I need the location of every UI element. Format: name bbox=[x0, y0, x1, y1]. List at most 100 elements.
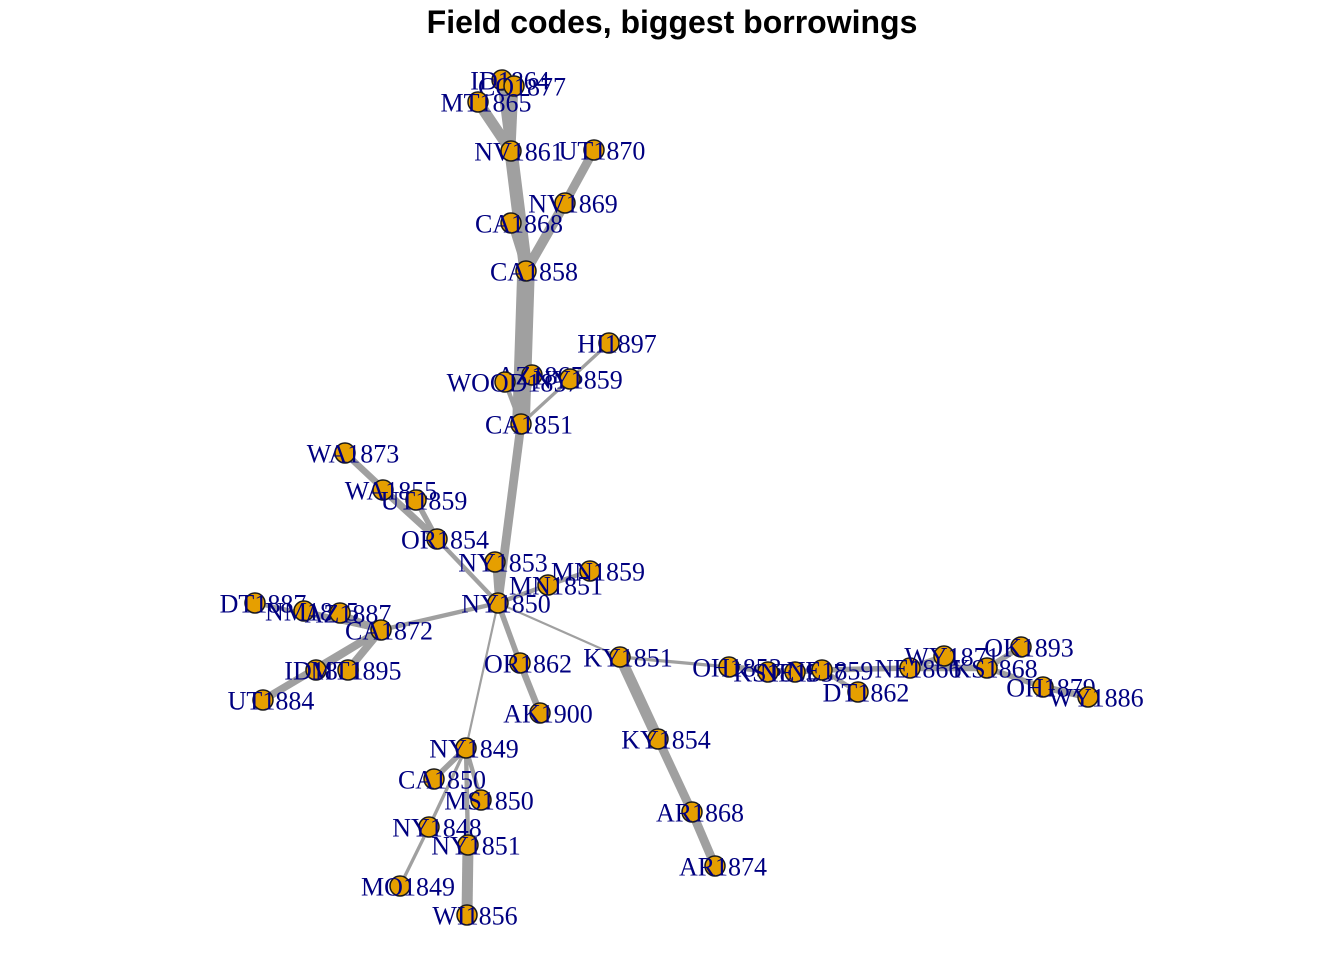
node-HI1897: HI1897 bbox=[577, 330, 656, 359]
node-circle bbox=[757, 661, 779, 683]
edge-KY1851-NY1850 bbox=[497, 601, 621, 659]
node-circle bbox=[1010, 636, 1032, 658]
node-circle bbox=[329, 602, 351, 624]
node-label: HI1897 bbox=[577, 330, 656, 359]
node-circle bbox=[494, 371, 516, 393]
node-NY1859: NY1859 bbox=[533, 366, 623, 395]
node-NY1850: NY1850 bbox=[461, 590, 551, 619]
edge-NY1848-NY1849 bbox=[427, 747, 468, 828]
node-circle bbox=[647, 728, 669, 750]
node-label: CA1858 bbox=[490, 258, 578, 287]
node-CA1868: CA1868 bbox=[475, 210, 563, 239]
node-label: NY1851 bbox=[431, 832, 521, 861]
node-AR1868: AR1868 bbox=[656, 799, 744, 828]
node-circle bbox=[976, 657, 998, 679]
node-label: MN1859 bbox=[551, 558, 645, 587]
node-label: UT1870 bbox=[559, 137, 646, 166]
edge-MO1849-NY1848 bbox=[398, 826, 431, 887]
node-circle bbox=[372, 479, 394, 501]
node-label: OK1893 bbox=[984, 634, 1074, 663]
node-label: MO1849 bbox=[361, 873, 455, 902]
node-circle bbox=[609, 646, 631, 668]
node-circle bbox=[503, 75, 525, 97]
edge-CA1851-NY1850 bbox=[493, 423, 526, 604]
node-KY1854: KY1854 bbox=[621, 726, 711, 755]
node-label: KS1868 bbox=[952, 655, 1037, 684]
node-WOOD1857: WOOD1857 bbox=[447, 369, 580, 398]
edge-NV1861-CA1858 bbox=[504, 150, 533, 272]
node-CA1851: CA1851 bbox=[485, 411, 573, 440]
node-MN1859: MN1859 bbox=[551, 558, 645, 587]
node-label: MN1851 bbox=[509, 572, 603, 601]
edge-WI1856-NY1851 bbox=[461, 844, 474, 916]
node-circle bbox=[899, 657, 921, 679]
node-label: WI1856 bbox=[432, 902, 517, 931]
node-label: DT1862 bbox=[823, 679, 910, 708]
node-CA1850: CA1850 bbox=[398, 766, 486, 795]
node-WI1856: WI1856 bbox=[432, 902, 517, 931]
node-UT1870: UT1870 bbox=[559, 137, 646, 166]
node-circle bbox=[521, 364, 543, 386]
node-label: NY1853 bbox=[458, 549, 548, 578]
node-circle bbox=[305, 659, 327, 681]
edge-AR1868-KY1854 bbox=[654, 737, 696, 814]
node-label: UT1884 bbox=[228, 687, 315, 716]
node-label: CO1877 bbox=[478, 73, 566, 102]
edge-NY1849-NY1850 bbox=[464, 602, 500, 749]
node-MT1865: MT1865 bbox=[441, 89, 532, 118]
node-circle bbox=[554, 192, 576, 214]
node-circle bbox=[579, 560, 601, 582]
node-label: NY1849 bbox=[429, 735, 519, 764]
node-label: DT1887 bbox=[220, 590, 307, 619]
node-circle bbox=[509, 652, 531, 674]
node-circle bbox=[456, 904, 478, 926]
node-NV1861: NV1861 bbox=[474, 138, 564, 167]
node-label: KY1851 bbox=[583, 644, 673, 673]
node-circle bbox=[500, 140, 522, 162]
node-NY1849: NY1849 bbox=[429, 735, 519, 764]
edge-NE1866-NE1859 bbox=[821, 665, 911, 673]
node-circle bbox=[704, 855, 726, 877]
edge-NV1869-CA1858 bbox=[521, 200, 570, 274]
node-circle bbox=[370, 619, 392, 641]
node-circle bbox=[811, 659, 833, 681]
node-label: KY1854 bbox=[621, 726, 711, 755]
node-label: NY1850 bbox=[461, 590, 551, 619]
node-WY1886: WY1886 bbox=[1048, 684, 1143, 713]
node-label: CA1872 bbox=[345, 617, 433, 646]
node-UT1884: UT1884 bbox=[228, 687, 315, 716]
node-circle bbox=[337, 659, 359, 681]
node-circle bbox=[598, 332, 620, 354]
nodes-layer: ID1864CO1877MT1865NV1861UT1870NV1869CA18… bbox=[220, 67, 1144, 931]
node-AR1874: AR1874 bbox=[679, 853, 767, 882]
node-MN1851: MN1851 bbox=[509, 572, 603, 601]
node-label: CA1850 bbox=[398, 766, 486, 795]
edge-KY1854-KY1851 bbox=[615, 654, 663, 742]
node-circle bbox=[1077, 686, 1099, 708]
node-circle bbox=[515, 260, 537, 282]
node-CA1872: CA1872 bbox=[345, 617, 433, 646]
node-circle bbox=[537, 574, 559, 596]
edge-CO1877-NV1861 bbox=[506, 85, 519, 152]
node-label: OR1854 bbox=[401, 526, 489, 555]
node-DT1887: DT1887 bbox=[220, 590, 307, 619]
edge-CA1858-CA1851 bbox=[512, 270, 535, 425]
node-circle bbox=[457, 834, 479, 856]
node-label: NE1859 bbox=[787, 657, 874, 686]
node-circle bbox=[405, 489, 427, 511]
node-circle bbox=[455, 737, 477, 759]
node-WA1873: WA1873 bbox=[307, 440, 399, 469]
node-circle bbox=[847, 681, 869, 703]
node-circle bbox=[484, 551, 506, 573]
edge-WA1855-OR1854 bbox=[380, 487, 440, 542]
node-circle bbox=[423, 768, 445, 790]
node-label: CA1868 bbox=[475, 210, 563, 239]
node-circle bbox=[529, 702, 551, 724]
node-NY1853: NY1853 bbox=[458, 549, 548, 578]
node-circle bbox=[487, 592, 509, 614]
node-DT1862: DT1862 bbox=[823, 679, 910, 708]
node-OR1854: OR1854 bbox=[401, 526, 489, 555]
node-circle bbox=[418, 816, 440, 838]
node-circle bbox=[933, 645, 955, 667]
